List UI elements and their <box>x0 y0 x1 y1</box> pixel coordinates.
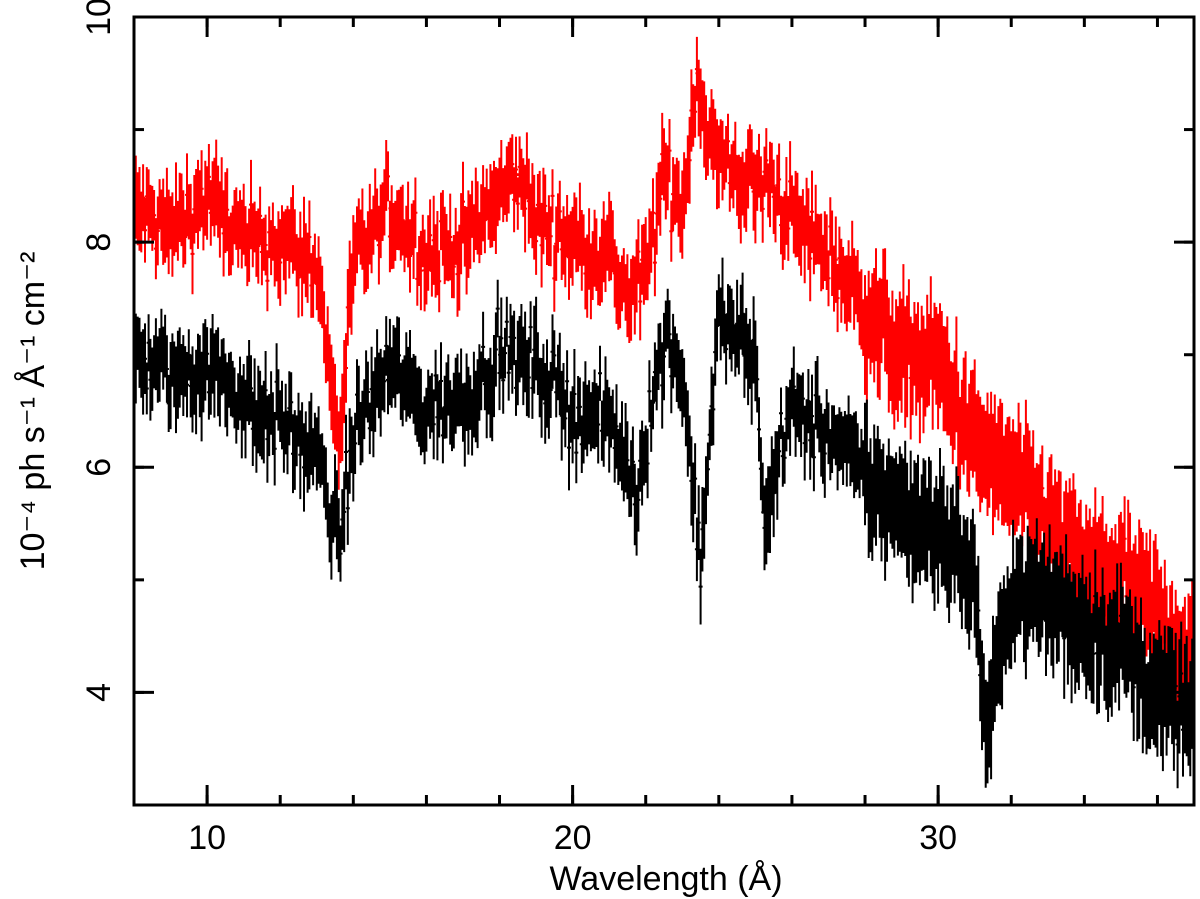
tick-layer: 10 20 30 4 6 8 10 <box>80 0 1194 857</box>
series-2-point <box>1046 600 1050 604</box>
series-1-point <box>337 443 341 447</box>
series-1-point <box>702 116 706 120</box>
series-1-point <box>695 71 699 75</box>
series-2-point <box>1009 589 1013 593</box>
series-2-point <box>699 555 703 559</box>
series-1-point <box>790 218 794 222</box>
series-1-point <box>169 229 173 233</box>
series-2 <box>134 257 1194 789</box>
series-2-point <box>278 420 282 424</box>
series-1-point <box>772 184 776 188</box>
series-2-point <box>666 330 670 334</box>
series-1-point <box>1009 477 1013 480</box>
series-1-point <box>351 263 355 267</box>
series-1-error-bars <box>134 36 1194 741</box>
series-1-point <box>625 296 629 300</box>
series-1-point <box>242 240 246 244</box>
series-2-point <box>1155 690 1159 694</box>
series-1-point <box>1046 522 1050 526</box>
y-tick-label: 10 <box>80 0 118 36</box>
x-tick-label: 20 <box>554 819 592 857</box>
series-2-point <box>761 510 765 514</box>
series-1-point <box>571 240 575 244</box>
series-2-point <box>984 736 988 739</box>
series-1-point <box>735 173 739 177</box>
series-2-point <box>571 409 575 413</box>
series-2-point <box>644 432 648 435</box>
series-1-point <box>315 263 319 267</box>
series-1-point <box>278 240 282 244</box>
x-tick-label: 10 <box>188 819 226 857</box>
plot-frame <box>132 15 1196 807</box>
series-2-point <box>607 420 611 424</box>
series-2-point <box>424 409 428 413</box>
series-1-point <box>863 308 867 312</box>
series-1-point <box>534 218 538 222</box>
series-1-point <box>680 206 684 210</box>
series-2-point <box>337 544 341 548</box>
series-2-point <box>790 409 794 413</box>
series-1-point <box>973 443 977 447</box>
series-2-point <box>900 510 904 514</box>
series-2-point <box>863 477 867 480</box>
series-1-point <box>461 240 465 244</box>
series-1-point <box>827 251 830 255</box>
series-2-point <box>1082 623 1086 627</box>
series-2-point <box>680 375 684 379</box>
series-2-point <box>351 432 355 435</box>
x-axis-title: Wavelength (Å) <box>549 860 782 898</box>
series-2-point <box>315 454 319 458</box>
series-2-point <box>973 578 977 582</box>
series-1-point <box>205 195 209 199</box>
series-2-point <box>534 364 538 368</box>
series-2-point <box>636 488 640 492</box>
series-2-point <box>936 522 940 526</box>
series-1-point <box>717 161 721 165</box>
y-tick-label: 6 <box>80 458 118 477</box>
series-1-point <box>1082 567 1086 571</box>
y-tick-label: 8 <box>80 233 118 252</box>
series-1 <box>134 36 1194 741</box>
series-2-point <box>498 353 501 357</box>
series-1-point <box>753 184 757 188</box>
series-2-point <box>753 353 757 357</box>
series-2-point <box>827 432 830 435</box>
series-2-point <box>461 398 465 402</box>
series-2-point <box>242 398 246 402</box>
series-1-point <box>424 251 428 255</box>
series-2-point <box>1119 645 1123 649</box>
series-1-point <box>1155 612 1159 616</box>
series-2-point <box>205 364 209 368</box>
series-1-point <box>516 173 520 177</box>
series-1-point <box>388 206 392 210</box>
series-1-point <box>644 274 648 278</box>
series-2-point <box>717 319 721 323</box>
series-layer <box>134 36 1194 789</box>
series-2-error-bars <box>134 257 1194 789</box>
series-2-point <box>388 364 392 368</box>
y-tick-label: 4 <box>80 683 118 702</box>
series-2-point <box>169 375 173 379</box>
series-1-point <box>498 195 501 199</box>
series-1-point <box>607 251 611 255</box>
series-1-point <box>936 364 940 368</box>
series-1-point <box>900 353 904 357</box>
y-axis-title: 10⁻⁴ ph s⁻¹ Å⁻¹ cm⁻² <box>14 252 52 571</box>
x-tick-label: 30 <box>919 819 957 857</box>
series-1-point <box>662 173 666 177</box>
